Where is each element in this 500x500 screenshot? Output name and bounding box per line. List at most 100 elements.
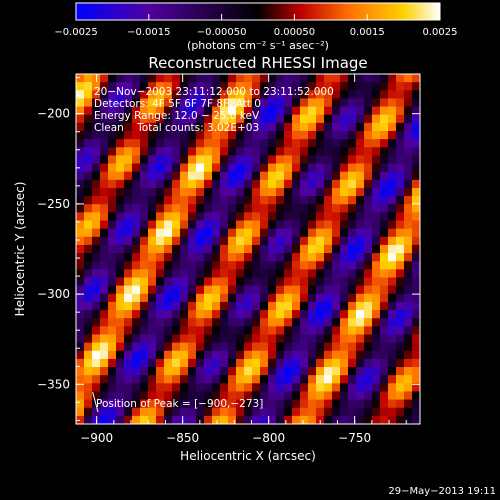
- heatmap-cell: [244, 236, 253, 246]
- heatmap-cell: [380, 310, 389, 319]
- heatmap-cell: [212, 236, 221, 246]
- heatmap-cell: [180, 122, 189, 132]
- heatmap-cell: [164, 196, 173, 205]
- heatmap-cell: [324, 342, 333, 352]
- heatmap-cell: [116, 196, 125, 205]
- heatmap-cell: [260, 74, 269, 83]
- heatmap-cell: [364, 139, 373, 148]
- heatmap-cell: [76, 269, 85, 279]
- heatmap-cell: [228, 367, 237, 376]
- heatmap-cell: [276, 277, 285, 287]
- heatmap-cell: [324, 375, 333, 384]
- heatmap-cell: [316, 367, 325, 376]
- heatmap-cell: [276, 171, 285, 181]
- heatmap-cell: [116, 228, 125, 238]
- heatmap-cell: [140, 301, 149, 311]
- heatmap-cell: [324, 98, 333, 108]
- heatmap-cell: [228, 301, 237, 311]
- heatmap-cell: [260, 261, 269, 270]
- heatmap-cell: [156, 179, 165, 189]
- heatmap-cell: [308, 326, 317, 336]
- heatmap-cell: [140, 74, 149, 83]
- heatmap-cell: [124, 139, 133, 148]
- heatmap-cell: [188, 375, 197, 384]
- heatmap-cell: [164, 163, 173, 173]
- heatmap-cell: [284, 342, 293, 352]
- heatmap-cell: [356, 139, 365, 148]
- heatmap-cell: [348, 334, 357, 344]
- heatmap-cell: [404, 114, 413, 124]
- heatmap-cell: [308, 293, 317, 303]
- heatmap-cell: [228, 82, 237, 91]
- heatmap-cell: [100, 106, 109, 116]
- heatmap-cell: [332, 399, 341, 409]
- heatmap-cell: [292, 130, 301, 140]
- heatmap-cell: [324, 74, 333, 83]
- heatmap-cell: [148, 407, 157, 417]
- heatmap-cell: [148, 139, 157, 148]
- heatmap-cell: [348, 310, 357, 319]
- heatmap-cell: [180, 74, 189, 83]
- heatmap-cell: [100, 220, 109, 230]
- heatmap-cell: [364, 334, 373, 344]
- heatmap-cell: [388, 130, 397, 140]
- y-axis-label: Heliocentric Y (arcsec): [13, 182, 27, 317]
- heatmap-cell: [220, 130, 229, 140]
- heatmap-cell: [180, 236, 189, 246]
- heatmap-cell: [276, 187, 285, 197]
- heatmap-cell: [284, 163, 293, 173]
- heatmap-cell: [252, 383, 261, 393]
- heatmap-cell: [212, 415, 221, 424]
- heatmap-cell: [148, 122, 157, 132]
- heatmap-cell: [92, 82, 101, 91]
- heatmap-cell: [212, 358, 221, 368]
- heatmap-cell: [116, 122, 125, 132]
- heatmap-cell: [356, 293, 365, 303]
- heatmap-cell: [124, 253, 133, 262]
- heatmap-cell: [116, 358, 125, 368]
- heatmap-cell: [364, 244, 373, 254]
- heatmap-cell: [324, 130, 333, 140]
- heatmap-cell: [332, 253, 341, 262]
- heatmap-cell: [252, 301, 261, 311]
- heatmap-cell: [236, 293, 245, 303]
- heatmap-cell: [244, 277, 253, 287]
- heatmap-cell: [252, 261, 261, 270]
- heatmap-cell: [180, 326, 189, 336]
- heatmap-cell: [388, 163, 397, 173]
- heatmap-cell: [380, 90, 389, 100]
- heatmap-cell: [164, 106, 173, 116]
- heatmap-cell: [76, 163, 85, 173]
- heatmap-cell: [212, 391, 221, 401]
- heatmap-cell: [148, 383, 157, 393]
- heatmap-cell: [188, 391, 197, 401]
- heatmap-cell: [340, 367, 349, 376]
- heatmap-cell: [348, 285, 357, 295]
- heatmap-cell: [292, 342, 301, 352]
- heatmap-cell: [124, 155, 133, 165]
- heatmap-cell: [148, 98, 157, 108]
- heatmap-cell: [196, 415, 205, 424]
- heatmap-cell: [388, 326, 397, 336]
- heatmap-cell: [396, 106, 405, 116]
- heatmap-cell: [396, 204, 405, 213]
- heatmap-cell: [116, 236, 125, 246]
- heatmap-cell: [172, 334, 181, 344]
- heatmap-cell: [244, 326, 253, 336]
- heatmap-cell: [84, 285, 93, 295]
- heatmap-cell: [156, 114, 165, 124]
- heatmap-cell: [204, 301, 213, 311]
- heatmap-cell: [364, 82, 373, 91]
- heatmap-cell: [100, 171, 109, 181]
- heatmap-cell: [316, 326, 325, 336]
- heatmap-cell: [92, 196, 101, 205]
- heatmap-cell: [172, 277, 181, 287]
- heatmap-cell: [236, 301, 245, 311]
- heatmap-cell: [236, 350, 245, 360]
- heatmap-cell: [100, 98, 109, 108]
- heatmap-cell: [236, 196, 245, 205]
- heatmap-cell: [212, 253, 221, 262]
- heatmap-cell: [132, 204, 141, 213]
- heatmap-cell: [284, 204, 293, 213]
